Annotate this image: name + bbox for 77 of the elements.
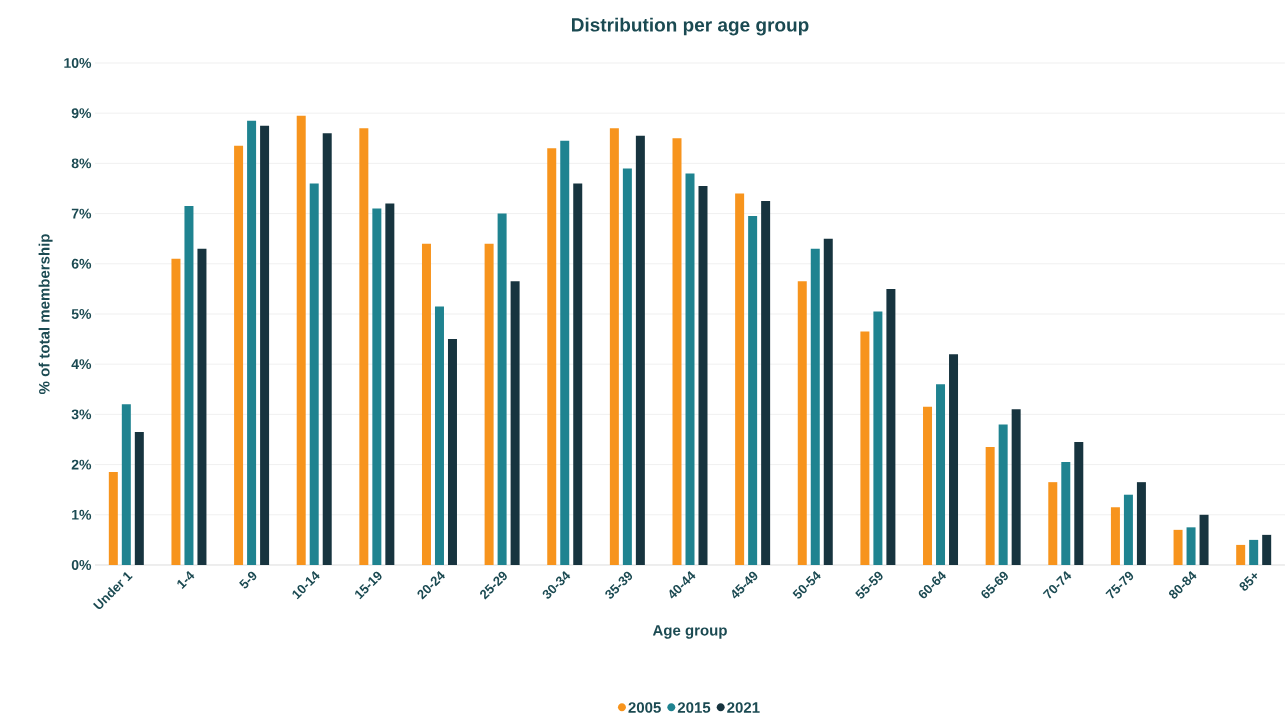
y-tick-label: 2%	[71, 459, 92, 470]
bar	[108, 472, 118, 565]
y-tick-label: 1%	[72, 509, 92, 520]
bar	[1061, 462, 1071, 565]
bar	[434, 306, 444, 565]
bar	[121, 404, 131, 565]
y-tick-label: 7%	[71, 208, 92, 219]
bar	[998, 424, 1008, 565]
bar	[1199, 514, 1209, 565]
y-tick-label: 8%	[71, 158, 92, 169]
bar	[184, 206, 194, 565]
bar	[923, 406, 933, 565]
bar	[672, 138, 682, 565]
bar	[735, 193, 745, 565]
bar	[1110, 507, 1120, 565]
bar	[1123, 494, 1133, 565]
bar	[573, 183, 583, 565]
bar	[197, 248, 207, 565]
bar	[510, 281, 520, 565]
bar	[1249, 539, 1259, 565]
bar	[234, 145, 244, 565]
bar	[748, 216, 758, 565]
bar	[860, 331, 870, 565]
x-tick-label: 5-9	[239, 571, 257, 589]
bar	[1186, 527, 1196, 565]
bar	[936, 384, 946, 565]
x-axis-title: Age group	[652, 625, 727, 639]
bar	[447, 339, 457, 565]
bar	[1173, 529, 1183, 565]
bar	[685, 173, 695, 565]
y-tick-label: 3%	[71, 409, 92, 420]
bar	[1236, 544, 1246, 565]
bar	[547, 148, 557, 565]
bar	[635, 135, 645, 565]
bar	[560, 140, 570, 565]
bar	[372, 208, 382, 565]
bar	[1074, 442, 1084, 565]
bar	[134, 431, 144, 565]
bar	[1262, 534, 1272, 565]
bar	[296, 115, 306, 565]
bar	[260, 125, 270, 565]
bar	[385, 203, 395, 565]
bar	[247, 120, 257, 565]
y-tick-label: 10%	[64, 58, 92, 68]
bar	[1136, 482, 1146, 565]
bar	[309, 183, 319, 565]
y-tick-label: 4%	[71, 359, 92, 370]
y-tick-label: 0%	[71, 560, 92, 570]
bar	[823, 238, 833, 565]
bar	[985, 447, 995, 565]
y-tick-label: 6%	[71, 258, 92, 269]
bar	[810, 248, 820, 565]
bar	[797, 281, 807, 565]
bar	[761, 201, 771, 565]
legend-label: 2015	[677, 702, 711, 713]
bar	[484, 243, 494, 565]
bar	[421, 243, 431, 565]
legend-label: 2021	[727, 702, 760, 713]
bar	[622, 168, 632, 565]
y-axis-title: % of total membership	[38, 234, 53, 395]
bar	[171, 258, 181, 565]
bar	[949, 354, 959, 565]
bar	[359, 128, 369, 565]
legend-label: 2005	[628, 702, 661, 713]
bar	[322, 133, 332, 565]
chart-title: Distribution per age group	[571, 17, 809, 36]
bar	[609, 128, 619, 565]
bar	[1048, 482, 1058, 565]
bar	[1011, 409, 1021, 565]
bar	[873, 311, 883, 565]
bar	[497, 213, 507, 565]
x-tick-label: 85+	[1239, 573, 1258, 591]
y-tick-label: 5%	[71, 309, 92, 319]
y-tick-label: 9%	[71, 108, 92, 119]
x-tick-label: 1-4	[177, 570, 195, 590]
bar	[698, 185, 708, 565]
bar	[886, 288, 896, 565]
